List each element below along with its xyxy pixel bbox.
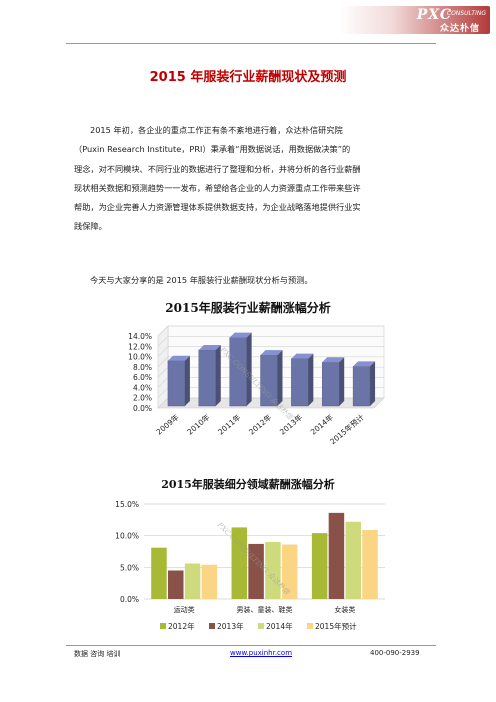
- chart1-bar: [352, 366, 371, 407]
- chart2-bar: [151, 547, 167, 599]
- chart1-bar: [167, 360, 186, 407]
- chart2-bar: [345, 521, 361, 599]
- chart2-bar: [281, 544, 298, 599]
- paragraph-line: 理念，对不同模块、不同行业的数据进行了整理和分析，并将分析的各行业薪酬: [74, 163, 361, 174]
- header-divider: [66, 43, 436, 44]
- chart2-bar: [265, 542, 281, 599]
- chart1-y-tick-label: 8.0%: [133, 363, 152, 372]
- paragraph-line: 2015 年初，各企业的重点工作正有条不紊地进行着，众达朴信研究院: [90, 125, 343, 135]
- chart1-bar-side: [277, 350, 283, 406]
- chart1-gridline: [157, 346, 384, 357]
- chart1-side-wall: [157, 325, 169, 409]
- chart1-y-tick-label: 10.0%: [128, 353, 152, 362]
- footer-services: 数据 咨询 培训: [74, 650, 121, 658]
- page-title: 2015 年服装行业薪酬现状及预测: [149, 70, 347, 85]
- chart2-legend-label: 2012年: [168, 621, 195, 631]
- chart1-y-tick-label: 14.0%: [128, 332, 152, 341]
- chart2-bar: [201, 564, 218, 599]
- chart1-bar-top: [353, 361, 376, 367]
- chart2-x-tick-label: 女装类: [334, 605, 355, 614]
- chart2-legend-label: 2015年预计: [315, 621, 357, 631]
- chart1-y-tick-label: 6.0%: [133, 373, 152, 382]
- chart1-bar: [322, 362, 340, 407]
- chart2-bar: [231, 527, 248, 599]
- brand-main-text: PXC: [416, 7, 452, 23]
- brand-logo: PXC CONSULTING 众达朴信: [340, 6, 490, 34]
- paragraph-line: 帮助，为企业完善人力资源管理体系提供数据支持，为企业战略落地提供行业实: [74, 202, 361, 213]
- chart1-bar-top: [322, 357, 345, 363]
- chart2-legend-swatch: [258, 623, 264, 629]
- chart2-legend-swatch: [209, 623, 215, 629]
- chart1-bar-side: [370, 361, 376, 406]
- footer-divider: [66, 645, 436, 646]
- chart2-bar: [184, 563, 201, 599]
- chart2-legend-swatch: [307, 623, 313, 629]
- chart1-gridline: [157, 325, 384, 337]
- chart1-y-tick-label: 2.0%: [133, 394, 152, 403]
- share-sentence: 今天与大家分享的是 2015 年服装行业薪酬现状分析与预测。: [90, 275, 313, 285]
- chart2-bar: [168, 570, 184, 599]
- chart2-bar: [362, 529, 378, 599]
- chart1-gridline: [157, 335, 384, 347]
- chart1-bar-top: [198, 344, 221, 350]
- chart1-bar-top: [167, 355, 190, 361]
- chart2-legend-label: 2014年: [266, 621, 293, 631]
- chart2-y-tick-label: 15.0%: [115, 500, 139, 509]
- paragraph-line: （Puxin Research Institute，PRI）秉承着“用数据说话，…: [74, 144, 351, 155]
- chart1-y-tick-label: 0.0%: [133, 404, 152, 413]
- paragraph-line: 现状相关数据和预测趋势一一发布，希望给各企业的人力资源重点工作带来些许: [74, 182, 361, 193]
- chart1-x-tick-label: 2014年: [308, 412, 335, 437]
- chart1-bar-side: [184, 355, 190, 406]
- brand-cn-text: 众达朴信: [439, 24, 480, 34]
- chart1-bar-top: [260, 350, 283, 356]
- chart2-y-tick-label: 10.0%: [115, 532, 139, 541]
- chart1-y-tick-label: 12.0%: [128, 342, 152, 351]
- chart1-bar-side: [246, 332, 252, 406]
- paragraph-line: 践保障。: [74, 221, 107, 232]
- chart1-x-tick-label: 2011年: [216, 412, 243, 437]
- chart1-bar-side: [339, 357, 345, 406]
- chart2-legend-label: 2013年: [217, 621, 244, 631]
- chart1-bar: [198, 349, 216, 407]
- chart2-bar: [311, 533, 328, 599]
- chart1-x-tick-label: 2009年: [154, 412, 181, 437]
- brand-sub-text: CONSULTING: [446, 10, 486, 17]
- chart1-bar-side: [308, 353, 314, 406]
- footer-website-link[interactable]: www.puxinhr.com: [230, 649, 293, 657]
- chart2-bar: [248, 543, 264, 599]
- chart2-x-tick-label: 男装、童装、鞋类: [237, 605, 293, 614]
- chart2-x-tick-label: 运动类: [174, 605, 195, 614]
- chart1-x-tick-label: 2015年预计: [328, 412, 367, 447]
- chart1-bar-side: [215, 344, 221, 406]
- chart2-bar: [328, 512, 345, 599]
- intro-paragraph: 2015 年初，各企业的重点工作正有条不紊地进行着，众达朴信研究院 （Puxin …: [74, 121, 432, 237]
- chart1-title: 2015年服装行业薪酬涨幅分析: [165, 301, 331, 315]
- chart1-x-tick-label: 2012年: [246, 412, 273, 437]
- chart2-legend-swatch: [160, 623, 166, 629]
- chart1-bar-top: [229, 332, 252, 338]
- chart1-y-tick-label: 4.0%: [133, 383, 152, 392]
- chart1-bar: [291, 358, 309, 407]
- chart1-x-tick-label: 2010年: [185, 412, 212, 437]
- chart2-title: 2015年服装细分领域薪酬涨幅分析: [161, 478, 335, 491]
- chart1-bar-top: [291, 353, 314, 359]
- chart2-y-tick-label: 0.0%: [120, 595, 139, 604]
- footer-phone: 400-090-2939: [370, 649, 420, 657]
- chart2-y-tick-label: 5.0%: [120, 563, 139, 572]
